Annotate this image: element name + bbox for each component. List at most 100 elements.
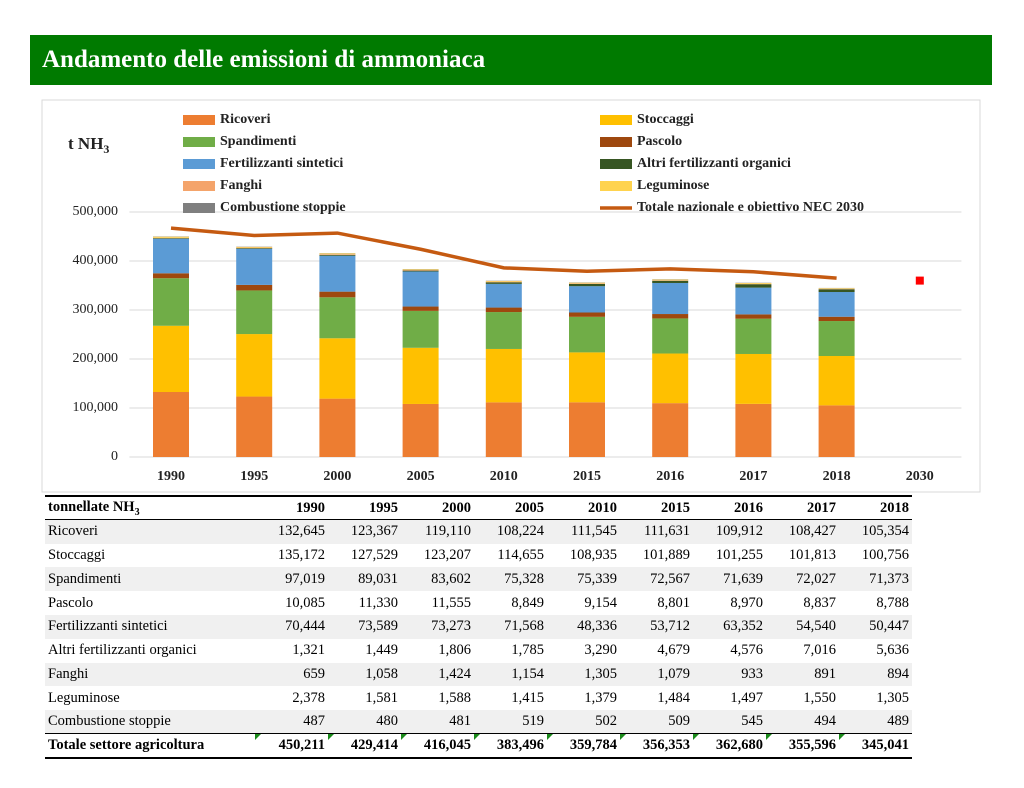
cell: 1,154	[474, 662, 547, 687]
cell: 481	[401, 710, 474, 734]
cell: 127,529	[350, 546, 398, 563]
cell: 9,154	[584, 594, 617, 611]
bar-segment	[569, 283, 605, 287]
bar-segment	[652, 279, 689, 281]
data-table: tonnellate NH3 1990 1995 2000 2005 2010 2015 20…	[45, 495, 912, 759]
bar-segment	[402, 271, 439, 307]
cell: 1,449	[365, 642, 398, 659]
bar-segment	[652, 403, 689, 457]
legend-swatch	[600, 137, 632, 147]
x-tick-label: 2005	[407, 469, 435, 484]
bar-segment	[569, 286, 605, 313]
bar-segment	[319, 255, 356, 292]
cell: 659	[255, 662, 328, 687]
bar-segment	[485, 283, 522, 308]
cell: 545	[693, 710, 766, 734]
bar-segment	[402, 306, 439, 311]
cell: 1,079	[620, 662, 693, 687]
row-label: Combustione stoppie	[45, 710, 255, 734]
legend-label: Totale nazionale e obiettivo NEC 2030	[637, 200, 864, 215]
bar-segment	[485, 402, 522, 457]
cell: 75,328	[474, 567, 547, 592]
bar-segment	[319, 253, 356, 255]
header-cell: 2010	[547, 495, 620, 521]
header-cell: 2016	[693, 495, 766, 521]
bar-segment	[153, 325, 189, 393]
bar-segment	[569, 402, 605, 457]
cell: 101,813	[788, 546, 836, 563]
bar-segment	[236, 396, 273, 457]
cell: 8,801	[657, 594, 690, 611]
cell: 355,596	[766, 733, 839, 759]
chart-title: Andamento delle emissioni di ammoniaca	[42, 46, 486, 73]
cell: 1,305	[547, 662, 620, 687]
bar-segment	[402, 270, 439, 272]
bar-segment	[236, 248, 273, 285]
row-label: Leguminose	[48, 689, 120, 706]
cell: 891	[766, 662, 839, 687]
table-row: Stoccaggi 135,172 127,529 123,207 114,655 108…	[45, 544, 912, 568]
row-label: Ricoveri	[45, 519, 255, 544]
x-tick-label: 2017	[739, 469, 767, 484]
cell: 8,788	[876, 594, 909, 611]
cell: 123,207	[423, 546, 471, 563]
legend-label: Stoccaggi	[637, 112, 694, 127]
bar-segment	[236, 284, 273, 291]
target-marker	[915, 276, 924, 285]
bar-segment	[735, 287, 772, 315]
cell: 83,602	[401, 567, 474, 592]
cell: 7,016	[803, 642, 836, 659]
table-row: Fanghi 659 1,058 1,424 1,154 1,305 1,079 933 891…	[45, 662, 912, 687]
bar-segment	[402, 269, 439, 271]
table-row: Ricoveri 132,645 123,367 119,110 108,224 111,…	[45, 519, 912, 544]
row-label: Fertilizzanti sintetici	[45, 614, 255, 639]
bar-segment	[735, 318, 772, 354]
cell: 356,353	[620, 733, 693, 759]
bar-segment	[402, 310, 439, 348]
cell: 8,837	[803, 594, 836, 611]
bar-segment	[319, 254, 356, 255]
table-row: Spandimenti 97,019 89,031 83,602 75,328 75,33…	[45, 567, 912, 592]
cell: 1,321	[292, 642, 325, 659]
cell: 487	[255, 710, 328, 734]
header-text: 1990	[296, 499, 325, 516]
cell: 1,550	[803, 689, 836, 706]
cell: 72,027	[766, 567, 839, 592]
cell: 108,427	[766, 519, 839, 544]
cell: 5,636	[876, 642, 909, 659]
x-tick-label: 1990	[157, 469, 185, 484]
cell: 383,496	[474, 733, 547, 759]
legend-swatch	[183, 137, 215, 147]
cell: 362,680	[693, 733, 766, 759]
legend-swatch	[183, 159, 215, 169]
bar-segment	[569, 312, 605, 317]
bar-segment	[485, 348, 522, 403]
header-cell: 2017	[766, 495, 839, 521]
cell: 1,497	[730, 689, 763, 706]
cell: 2,378	[292, 689, 325, 706]
header-cell: 2000	[401, 495, 474, 521]
cell: 1,379	[584, 689, 617, 706]
cell: 97,019	[255, 567, 328, 592]
bar-segment	[818, 289, 855, 293]
bar-segment	[236, 247, 273, 249]
cell: 3,290	[584, 642, 617, 659]
cell: 489	[839, 710, 912, 734]
header-row: tonnellate NH3 1990 1995 2000 2005 2010 2015 20…	[45, 495, 912, 521]
bar-segment	[652, 280, 689, 283]
y-tick-label: 0	[111, 449, 118, 464]
cell: 71,639	[693, 567, 766, 592]
bar-segment	[569, 282, 605, 284]
cell: 416,045	[401, 733, 474, 759]
row-label: Stoccaggi	[48, 546, 106, 563]
cell: 72,567	[620, 567, 693, 592]
table-row: Fertilizzanti sintetici 70,444 73,589 73,27…	[45, 614, 912, 639]
bar-segment	[319, 338, 356, 399]
legend-label: Altri fertilizzanti organici	[637, 156, 791, 171]
row-label: Totale settore agricoltura	[45, 733, 255, 759]
cell: 10,085	[285, 594, 325, 611]
y-label-sub: 3	[103, 142, 109, 156]
cell: 1,305	[876, 689, 909, 706]
bar-segment	[485, 312, 522, 349]
cell: 480	[328, 710, 401, 734]
